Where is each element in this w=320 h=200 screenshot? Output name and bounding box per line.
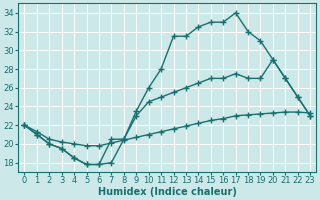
X-axis label: Humidex (Indice chaleur): Humidex (Indice chaleur) <box>98 187 237 197</box>
